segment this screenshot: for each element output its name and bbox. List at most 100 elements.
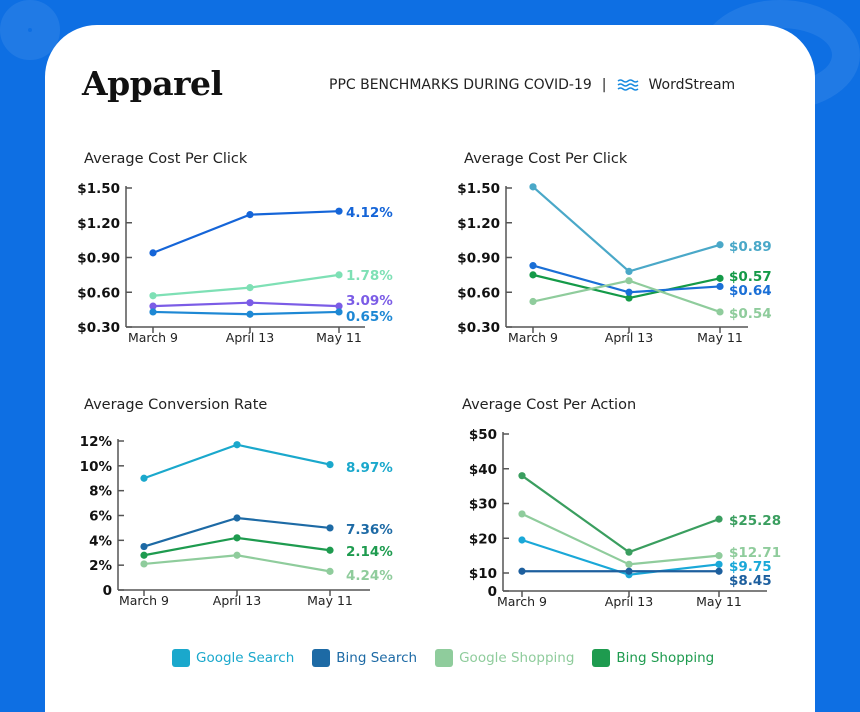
series-line bbox=[521, 474, 720, 554]
data-point bbox=[518, 510, 526, 518]
y-tick-label: $1.20 bbox=[77, 216, 120, 232]
y-tick-label: $0.90 bbox=[457, 251, 500, 267]
x-tick-label: March 9 bbox=[508, 330, 558, 345]
series-end-label: $0.64 bbox=[729, 283, 772, 299]
data-point bbox=[529, 262, 537, 270]
y-tick-label: 2% bbox=[89, 558, 112, 574]
series-line bbox=[152, 273, 340, 297]
y-tick-label: 4% bbox=[89, 533, 112, 549]
x-tick-label: April 13 bbox=[226, 330, 274, 345]
y-tick-label: $1.50 bbox=[77, 181, 120, 197]
data-point bbox=[518, 567, 526, 575]
legend-label: Bing Search bbox=[336, 650, 418, 666]
brand-name: WordStream bbox=[648, 77, 736, 93]
data-point bbox=[326, 567, 334, 575]
data-point bbox=[518, 536, 526, 544]
series-line bbox=[152, 210, 340, 254]
infographic-card bbox=[45, 25, 815, 712]
data-point bbox=[233, 534, 241, 542]
y-tick-label: 12% bbox=[80, 434, 113, 450]
data-point bbox=[625, 288, 633, 296]
series-end-label: 1.78% bbox=[346, 268, 393, 284]
data-point bbox=[716, 282, 724, 291]
data-point bbox=[716, 274, 724, 282]
data-point bbox=[140, 560, 148, 568]
y-tick-label: $50 bbox=[469, 427, 497, 443]
y-tick-label: 0 bbox=[103, 583, 112, 599]
data-point bbox=[233, 441, 241, 449]
x-tick-label: May 11 bbox=[316, 330, 362, 345]
data-point bbox=[233, 514, 241, 522]
x-tick-label: March 9 bbox=[128, 330, 178, 345]
series-line bbox=[532, 186, 721, 273]
data-point bbox=[715, 552, 723, 560]
y-tick-label: $1.20 bbox=[457, 216, 500, 232]
separator: | bbox=[601, 77, 607, 93]
y-tick-label: $40 bbox=[469, 462, 497, 478]
series-line bbox=[152, 310, 340, 316]
chart-title: Average Cost Per Action bbox=[462, 397, 637, 413]
y-tick-label: 6% bbox=[89, 509, 112, 525]
x-tick-label: May 11 bbox=[697, 330, 743, 345]
data-point bbox=[233, 551, 241, 559]
y-tick-label: $30 bbox=[469, 497, 497, 513]
data-point bbox=[625, 267, 633, 275]
series-line bbox=[152, 301, 340, 308]
y-tick-label: $0.90 bbox=[77, 251, 120, 267]
series-end-label: 2.14% bbox=[346, 544, 393, 560]
data-point bbox=[140, 474, 148, 482]
data-point bbox=[529, 271, 537, 279]
chart-title: Average Cost Per Click bbox=[464, 151, 628, 167]
data-point bbox=[625, 548, 633, 556]
data-point bbox=[326, 546, 334, 554]
series-line bbox=[521, 512, 720, 566]
data-point bbox=[625, 277, 633, 285]
series-end-label: 4.24% bbox=[346, 568, 393, 584]
data-point bbox=[149, 292, 157, 300]
x-tick-label: March 9 bbox=[119, 593, 169, 608]
wave-icon bbox=[617, 79, 638, 91]
legend-swatch bbox=[435, 649, 454, 667]
series-end-label: 3.09% bbox=[346, 293, 393, 309]
x-tick-label: May 11 bbox=[696, 594, 742, 609]
data-point bbox=[715, 560, 723, 568]
data-point bbox=[149, 308, 157, 316]
chart-title: Average Cost Per Click bbox=[84, 151, 248, 167]
legend-swatch bbox=[312, 649, 331, 667]
data-point bbox=[149, 249, 157, 257]
legend-item-google-search: Google Search bbox=[172, 649, 294, 667]
legend-item-google-shopping: Google Shopping bbox=[435, 649, 574, 667]
series-line bbox=[143, 443, 331, 480]
legend-swatch bbox=[172, 649, 190, 667]
data-point bbox=[625, 560, 633, 568]
y-tick-label: $1.50 bbox=[457, 181, 500, 197]
y-tick-label: $20 bbox=[469, 531, 497, 547]
legend-item-bing-search: Bing Search bbox=[312, 649, 417, 667]
series-line bbox=[143, 516, 331, 548]
data-point bbox=[716, 308, 724, 316]
y-tick-label: 10% bbox=[80, 459, 113, 475]
data-point bbox=[335, 271, 343, 279]
series-end-label: 8.97% bbox=[346, 460, 393, 476]
series-end-label: $8.45 bbox=[729, 573, 772, 589]
x-tick-label: April 13 bbox=[213, 593, 261, 608]
legend-item-bing-shopping: Bing Shopping bbox=[592, 649, 714, 667]
data-point bbox=[246, 211, 254, 219]
series-end-label: 0.65% bbox=[346, 309, 393, 325]
data-point bbox=[625, 294, 633, 302]
data-point bbox=[246, 284, 254, 292]
chart-title: Average Conversion Rate bbox=[84, 397, 268, 413]
data-point bbox=[326, 460, 334, 469]
x-tick-label: May 11 bbox=[307, 593, 353, 608]
legend-label: Google Search bbox=[196, 650, 295, 666]
series-end-label: $9.75 bbox=[729, 559, 772, 575]
x-tick-label: April 13 bbox=[605, 594, 653, 609]
data-point bbox=[529, 297, 537, 306]
data-point bbox=[335, 302, 343, 310]
y-tick-label: $10 bbox=[469, 566, 497, 582]
data-point bbox=[625, 567, 633, 575]
data-point bbox=[246, 299, 254, 307]
y-tick-label: $0.60 bbox=[457, 285, 500, 301]
series-end-label: $0.54 bbox=[729, 306, 772, 322]
series-end-label: 7.36% bbox=[346, 522, 393, 538]
